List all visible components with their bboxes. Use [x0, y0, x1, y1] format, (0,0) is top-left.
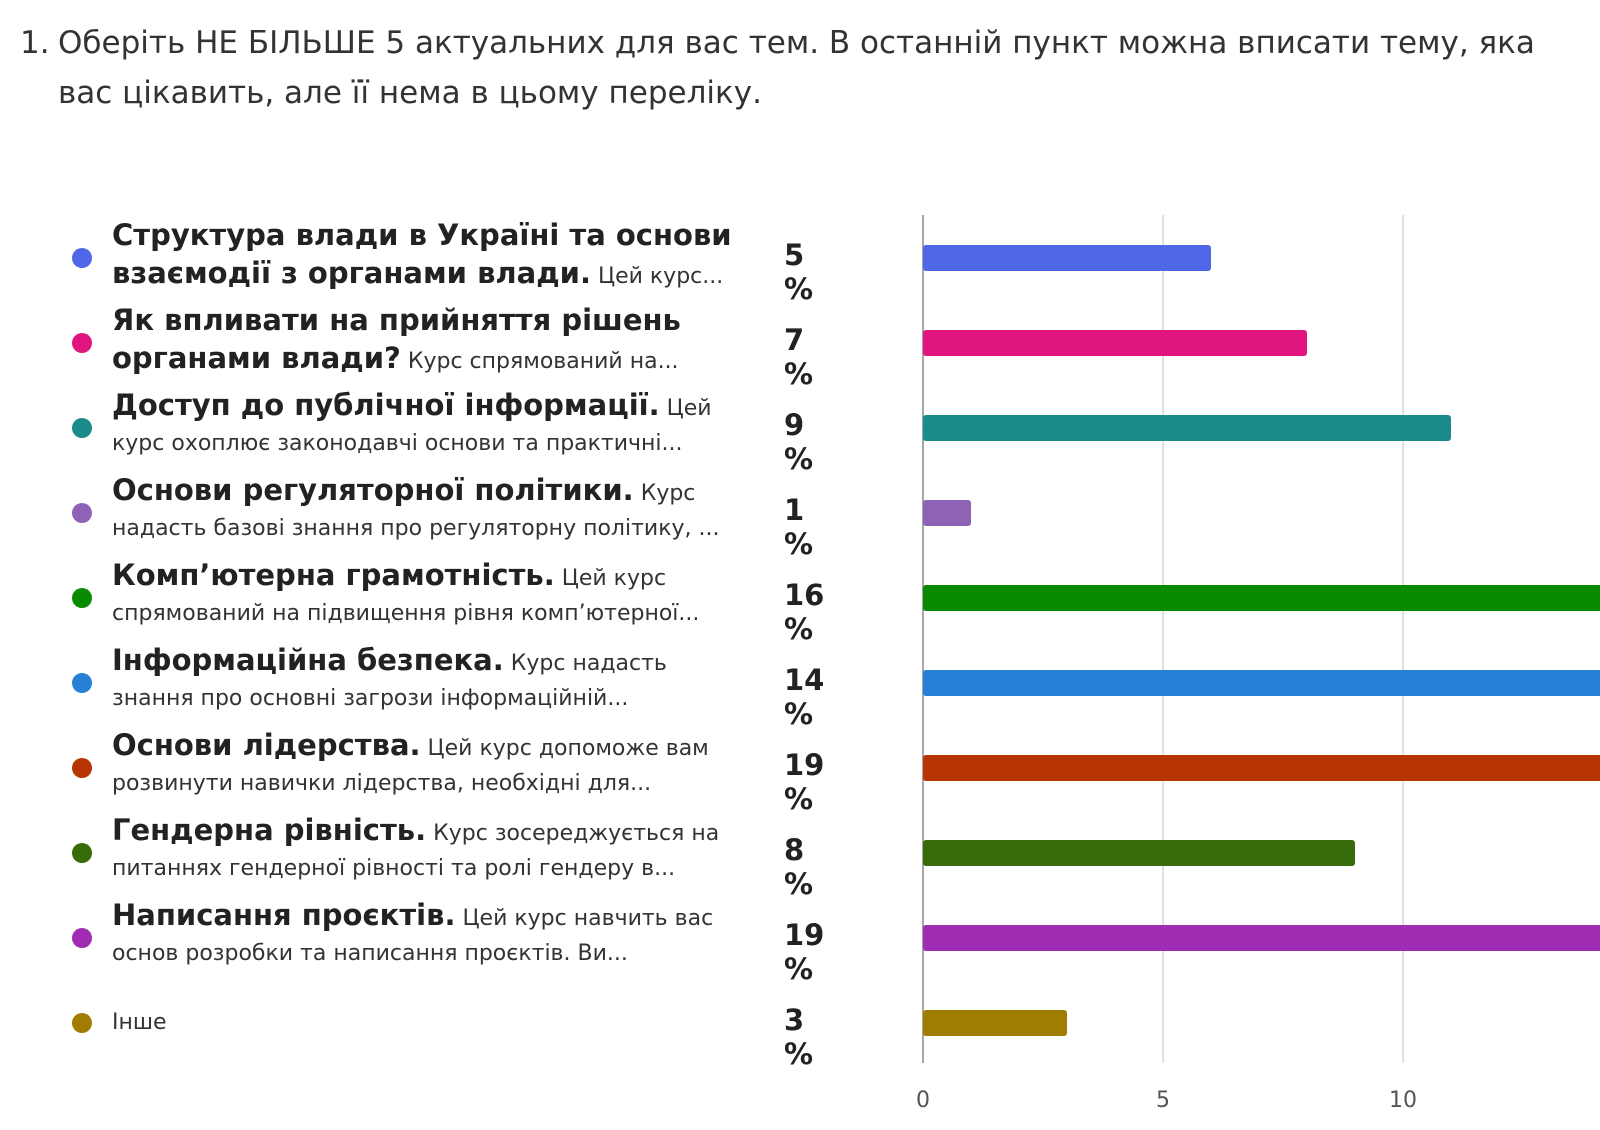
legend-dot-icon: [72, 418, 92, 438]
question-heading: 1. Оберіть НЕ БІЛЬШЕ 5 актуальних для ва…: [20, 18, 1580, 118]
bar: [923, 245, 1211, 271]
legend-label: Доступ до публічної інформації. Цей курс…: [112, 388, 732, 461]
percent-label: 19 %: [784, 748, 825, 816]
x-tick-label: 10: [1389, 1088, 1417, 1113]
percent-label: 8 %: [784, 833, 814, 901]
x-tick-label: 0: [916, 1088, 930, 1113]
percent-label: 3 %: [784, 1003, 814, 1071]
bar: [923, 670, 1600, 696]
bar: [923, 415, 1451, 441]
legend-description: Цей курс спрямований на підвищення рівня…: [112, 566, 700, 626]
legend-dot-icon: [72, 673, 92, 693]
legend-dot-icon: [72, 333, 92, 353]
legend-label: Гендерна рівність. Курс зосереджується н…: [112, 813, 732, 886]
legend-description: Курс спрямований на...: [407, 349, 679, 374]
legend-description: Курс надасть знання про основні загрози …: [112, 651, 667, 711]
legend-description: Цей курс охоплює законодавчі основи та п…: [112, 396, 712, 456]
bar: [923, 840, 1355, 866]
percent-label: 5 %: [784, 238, 814, 306]
chart-legend: 5 % Структура влади в Україні та основи в…: [0, 0, 824, 1130]
legend-description: Цей курс допоможе вам розвинути навички …: [112, 736, 709, 796]
legend-title: Гендерна рівність.: [112, 813, 427, 847]
legend-label: Структура влади в Україні та основи взає…: [112, 218, 732, 294]
bar: [923, 500, 971, 526]
legend-description: Інше: [112, 1010, 167, 1035]
legend-description: Курс зосереджується на питаннях гендерно…: [112, 821, 720, 881]
legend-label: Комп’ютерна грамотність. Цей курс спрямо…: [112, 558, 732, 631]
legend-dot-icon: [72, 503, 92, 523]
percent-label: 16 %: [784, 578, 825, 646]
percent-label: 7 %: [784, 323, 814, 391]
legend-dot-icon: [72, 758, 92, 778]
legend-label: Основи лідерства. Цей курс допоможе вам …: [112, 728, 732, 801]
legend-label: Інформаційна безпека. Курс надасть знанн…: [112, 643, 732, 716]
percent-label: 19 %: [784, 918, 825, 986]
legend-description: Курс надасть базові знання про регулятор…: [112, 481, 720, 541]
legend-dot-icon: [72, 843, 92, 863]
legend-label: Основи регуляторної політики. Курс надас…: [112, 473, 732, 546]
legend-description: Цей курс навчить вас основ розробки та н…: [112, 906, 714, 966]
legend-title: Доступ до публічної інформації.: [112, 388, 660, 422]
percent-label: 9 %: [784, 408, 814, 476]
bar: [923, 585, 1600, 611]
bar: [923, 755, 1600, 781]
question-text: Оберіть НЕ БІЛЬШЕ 5 актуальних для вас т…: [58, 25, 1535, 111]
legend-title: Основи лідерства.: [112, 728, 421, 762]
legend-dot-icon: [72, 588, 92, 608]
percent-label: 1 %: [784, 493, 814, 561]
legend-dot-icon: [72, 1013, 92, 1033]
percent-label: 14 %: [784, 663, 825, 731]
legend-dot-icon: [72, 248, 92, 268]
bar: [923, 1010, 1067, 1036]
x-tick-label: 5: [1156, 1088, 1170, 1113]
legend-title: Написання проєктів.: [112, 898, 456, 932]
legend-title: Як впливати на прийняття рішень органами…: [112, 303, 681, 375]
legend-title: Основи регуляторної політики.: [112, 473, 634, 507]
legend-title: Інформаційна безпека.: [112, 643, 504, 677]
legend-label: Написання проєктів. Цей курс навчить вас…: [112, 898, 732, 971]
legend-dot-icon: [72, 928, 92, 948]
legend-label: Як впливати на прийняття рішень органами…: [112, 303, 732, 379]
bar: [923, 330, 1307, 356]
legend-label: Інше: [112, 1005, 732, 1040]
question-number: 1.: [20, 25, 50, 61]
legend-title: Структура влади в Україні та основи взає…: [112, 218, 732, 290]
legend-description: Цей курс...: [597, 264, 724, 289]
legend-title: Комп’ютерна грамотність.: [112, 558, 555, 592]
bar: [923, 925, 1600, 951]
